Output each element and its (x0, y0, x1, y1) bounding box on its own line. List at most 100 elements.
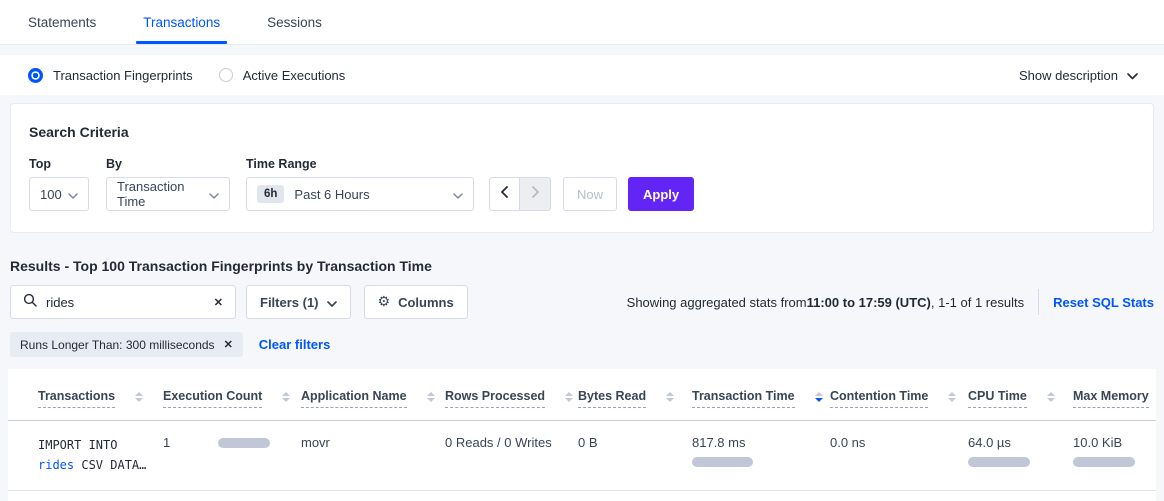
column-header-transaction-time[interactable]: Transaction Time (692, 389, 795, 408)
by-label: By (106, 157, 122, 171)
search-criteria-title: Search Criteria (29, 124, 129, 140)
transaction-table-name[interactable]: rides (38, 458, 75, 473)
chevron-left-icon (501, 185, 508, 203)
top-select-value: 100 (40, 186, 62, 202)
column-header-transactions[interactable]: Transactions (38, 389, 116, 408)
radio-label: Active Executions (242, 67, 346, 83)
execution-count-cell: 1 (163, 435, 285, 450)
remove-filter-icon[interactable]: ✕ (223, 339, 233, 351)
clear-search-icon[interactable]: ✕ (213, 296, 223, 309)
tab-statements[interactable]: Statements (28, 14, 97, 30)
sort-icon[interactable] (1046, 392, 1055, 402)
show-description-label: Show description (1019, 67, 1118, 83)
stats-prefix: Showing aggregated stats from (626, 294, 807, 310)
radio-active-executions[interactable]: Active Executions (218, 67, 346, 83)
max-memory-bar (1073, 457, 1135, 467)
previous-time-window-button[interactable] (489, 177, 520, 211)
sort-icon[interactable] (426, 392, 435, 402)
column-header-contention-time[interactable]: Contention Time (830, 389, 929, 408)
by-control: By Transaction Time (106, 157, 230, 211)
execution-count-value: 1 (163, 435, 171, 450)
top-select[interactable]: 100 (29, 177, 89, 211)
vertical-divider (1038, 289, 1040, 315)
max-memory-value: 10.0 KiB (1073, 435, 1123, 450)
sql-activity-tabbar: Statements Transactions Sessions (0, 0, 1164, 45)
transaction-time-value: 817.8 ms (692, 435, 746, 450)
chevron-down-icon (326, 295, 337, 310)
filters-button[interactable]: Filters (1) (246, 285, 351, 319)
chevron-down-icon (1127, 68, 1138, 83)
top-control: Top 100 (29, 157, 89, 211)
sort-icon-active[interactable] (814, 392, 823, 402)
cpu-time-bar (968, 457, 1030, 467)
top-label: Top (29, 157, 51, 171)
aggregated-stats-text: Showing aggregated stats from 11:00 to 1… (627, 295, 1024, 310)
results-heading: Results - Top 100 Transaction Fingerprin… (10, 258, 432, 274)
stats-time-window: 11:00 to 17:59 (UTC) (806, 294, 931, 310)
cpu-time-value: 64.0 µs (968, 435, 1011, 450)
chevron-down-icon (453, 187, 463, 202)
radio-selected-icon[interactable] (28, 67, 43, 83)
search-input[interactable] (46, 294, 205, 310)
show-description-toggle[interactable]: Show description (1019, 68, 1138, 83)
table-row: IMPORT INTO rides CSV DATA… 1 movr 0 Rea… (8, 420, 1156, 491)
now-button[interactable]: Now (563, 177, 618, 211)
filters-button-label: Filters (1) (260, 294, 319, 310)
application-name-value: movr (301, 435, 330, 450)
reset-sql-stats-link[interactable]: Reset SQL Stats (1053, 294, 1154, 310)
sort-icon[interactable] (948, 392, 957, 402)
sort-icon[interactable] (565, 392, 574, 402)
view-toggle-band: Transaction Fingerprints Active Executio… (0, 55, 1164, 95)
stats-suffix: , 1-1 of 1 results (930, 294, 1025, 310)
active-filters-row: Runs Longer Than: 300 milliseconds ✕ Cle… (10, 332, 1154, 357)
column-header-max-memory[interactable]: Max Memory (1073, 389, 1149, 408)
transaction-fingerprint-link[interactable]: IMPORT INTO rides CSV DATA… (38, 435, 147, 476)
radio-unselected-icon[interactable] (218, 68, 233, 82)
radio-transaction-fingerprints[interactable]: Transaction Fingerprints (28, 67, 193, 83)
search-box[interactable]: ✕ (10, 285, 236, 319)
chevron-right-icon (531, 185, 539, 203)
chevron-down-icon (209, 187, 219, 202)
column-header-execution-count[interactable]: Execution Count (163, 389, 263, 408)
gear-icon: ⚙ (377, 294, 391, 310)
sort-icon[interactable] (666, 392, 675, 402)
time-range-select[interactable]: 6h Past 6 Hours (246, 177, 474, 211)
by-select[interactable]: Transaction Time (106, 177, 230, 211)
search-criteria-card: Search Criteria Top 100 By Transaction T… (10, 103, 1154, 233)
filter-chip: Runs Longer Than: 300 milliseconds ✕ (10, 332, 243, 357)
by-select-value: Transaction Time (117, 179, 185, 209)
column-header-cpu-time[interactable]: CPU Time (968, 389, 1027, 408)
contention-time-value: 0.0 ns (830, 435, 866, 450)
search-criteria-controls: Top 100 By Transaction Time Time Range (29, 157, 1135, 211)
time-range-badge: 6h (257, 185, 285, 203)
next-time-window-button-disabled[interactable] (520, 177, 551, 211)
column-header-application-name[interactable]: Application Name (301, 389, 407, 408)
time-range-control: Time Range 6h Past 6 Hours (246, 157, 474, 211)
view-toggle-group: Transaction Fingerprints Active Executio… (28, 67, 346, 83)
sort-icon[interactable] (282, 392, 291, 402)
transaction-line2-rest: CSV DATA… (74, 458, 147, 473)
time-range-label: Time Range (246, 157, 317, 171)
bytes-read-value: 0 B (578, 435, 598, 450)
column-header-rows-processed[interactable]: Rows Processed (445, 389, 546, 408)
apply-button[interactable]: Apply (628, 177, 695, 211)
columns-button-label: Columns (398, 294, 454, 310)
execution-count-bar (218, 437, 270, 448)
time-range-value: Past 6 Hours (294, 186, 370, 202)
filter-chip-label: Runs Longer Than: 300 milliseconds (20, 337, 215, 352)
results-controls: ✕ Filters (1) ⚙ Columns Showing aggregat… (10, 285, 1154, 319)
chevron-down-icon (68, 187, 78, 202)
results-table-card: Transactions Execution Count Application… (8, 369, 1156, 501)
table-header-row: Transactions Execution Count Application… (8, 379, 1156, 421)
tab-transactions[interactable]: Transactions (136, 0, 227, 44)
rows-processed-value: 0 Reads / 0 Writes (445, 435, 552, 450)
tab-sessions[interactable]: Sessions (267, 14, 322, 30)
time-range-value-wrap: 6h Past 6 Hours (257, 185, 370, 203)
radio-label: Transaction Fingerprints (53, 67, 193, 83)
transaction-time-bar (692, 457, 753, 467)
columns-button[interactable]: ⚙ Columns (363, 285, 468, 319)
sort-icon[interactable] (135, 392, 144, 402)
column-header-bytes-read[interactable]: Bytes Read (578, 389, 647, 408)
time-window-arrows (489, 177, 551, 211)
clear-filters-link[interactable]: Clear filters (258, 337, 331, 352)
